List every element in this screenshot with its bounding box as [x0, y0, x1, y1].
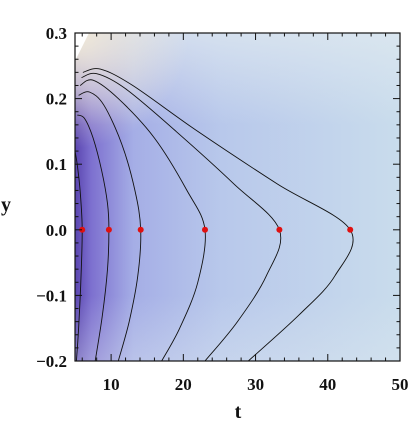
y-tick-label: 0.2: [46, 90, 67, 109]
y-tick-labels: −0.2 −0.1 0.0 0.1 0.2 0.3: [36, 24, 67, 371]
data-points: [79, 226, 354, 233]
y-tick-label: −0.2: [36, 352, 67, 371]
density-field: [75, 33, 400, 361]
contour-line-2: [77, 114, 110, 361]
contour-line-3: [78, 91, 142, 361]
contour-line-5: [81, 72, 282, 361]
contour-line-4: [79, 79, 206, 361]
y-tick-label: 0.3: [46, 24, 67, 43]
x-axis-label: t: [235, 401, 242, 423]
contour-line-6: [82, 68, 354, 361]
data-point-5: [276, 226, 283, 233]
y-tick-label: 0.1: [46, 155, 67, 174]
cut-corner: [75, 33, 89, 61]
y-tick-label: −0.1: [36, 286, 67, 305]
x-tick-label: 40: [319, 375, 336, 394]
plot-frame: [74, 32, 401, 362]
y-tick-label: 0.0: [46, 221, 67, 240]
contour-lines: [75, 68, 354, 361]
x-tick-label: 30: [247, 375, 264, 394]
x-tick-label: 10: [103, 375, 120, 394]
y-axis-label: y: [1, 194, 11, 216]
data-point-1: [79, 226, 86, 233]
density-corner: [75, 33, 400, 361]
x-tick-label: 20: [175, 375, 192, 394]
data-point-3: [137, 226, 144, 233]
axis-ticks: [75, 32, 401, 362]
data-point-2: [105, 226, 112, 233]
data-point-4: [202, 226, 208, 233]
x-tick-label: 50: [392, 375, 409, 394]
data-point-6: [347, 226, 354, 233]
x-tick-labels: 10 20 30 40 50: [103, 375, 409, 394]
